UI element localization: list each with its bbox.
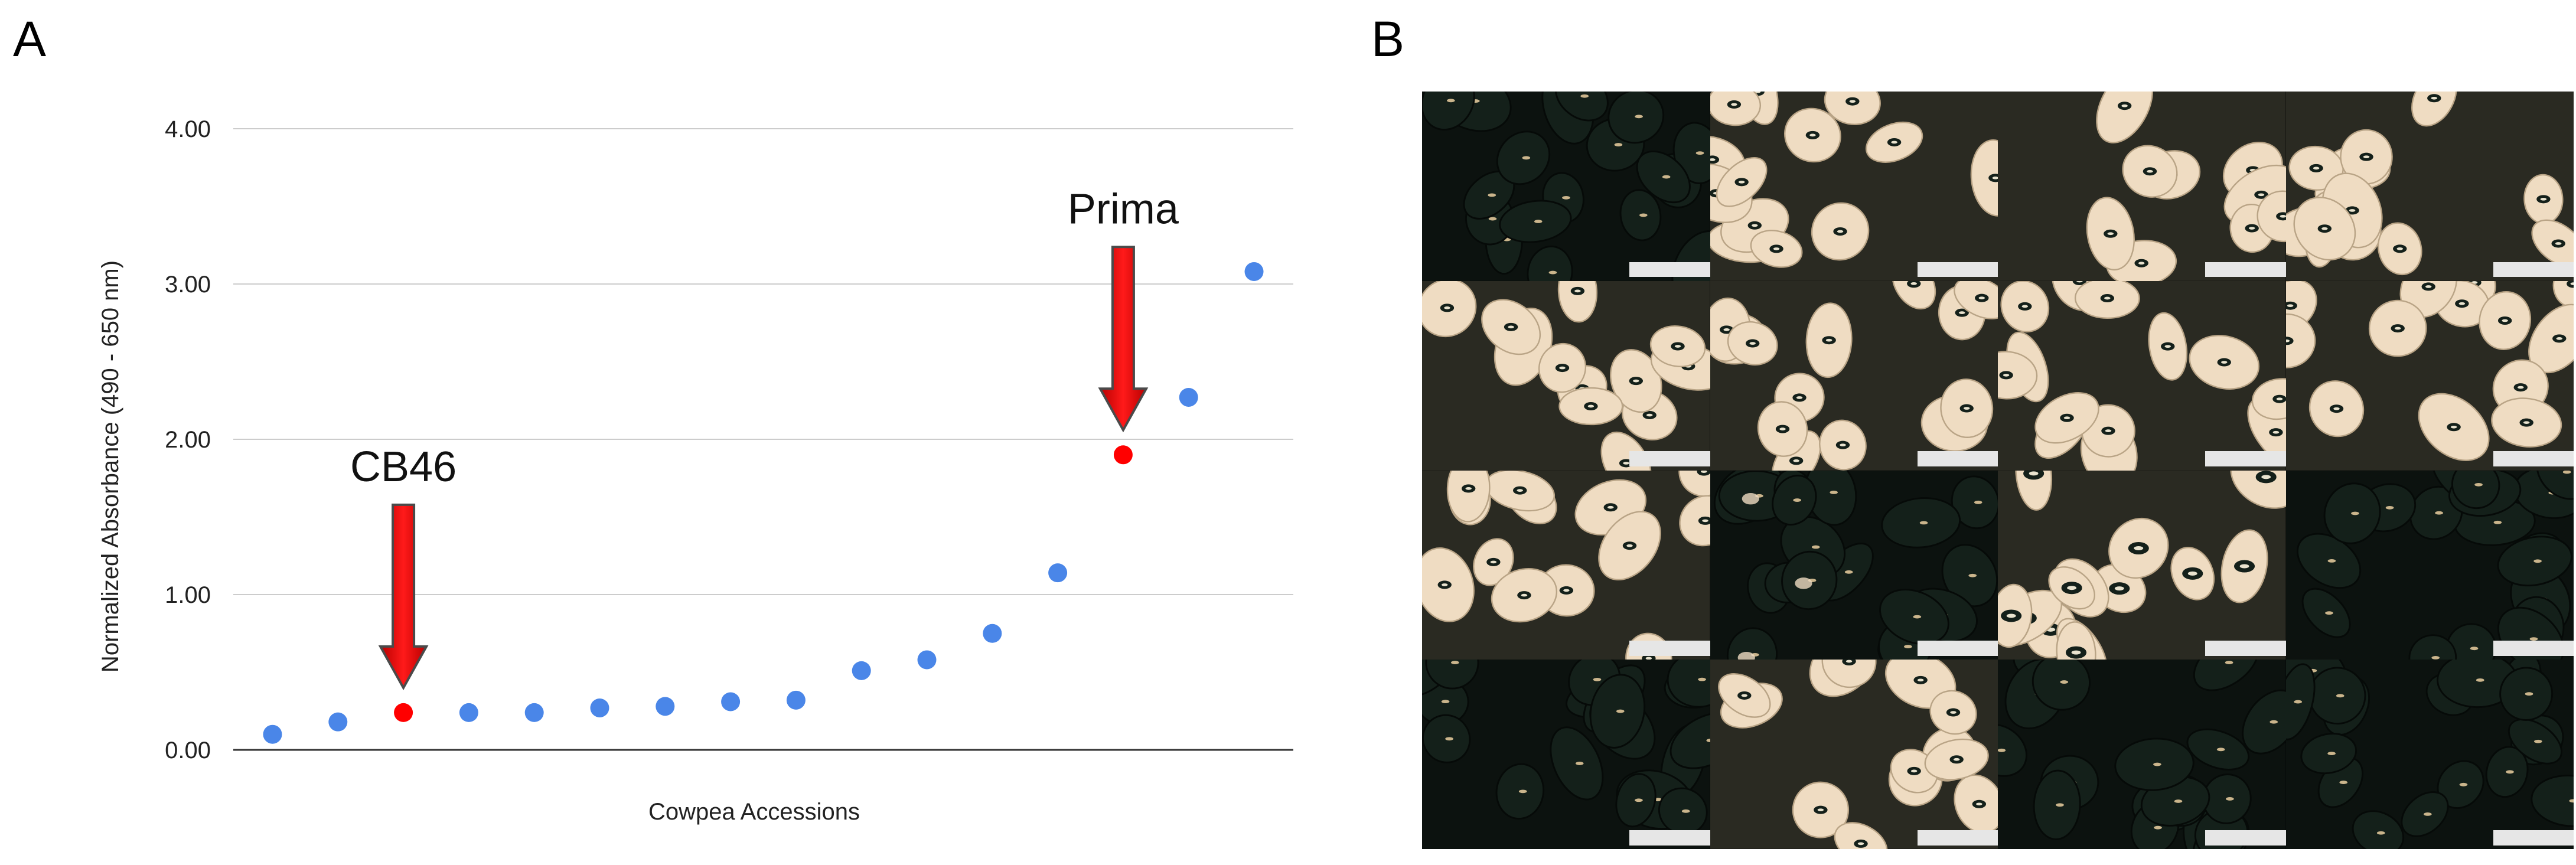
data-point bbox=[852, 661, 871, 680]
scale-bar bbox=[2493, 262, 2574, 278]
annotation-arrow bbox=[1098, 246, 1149, 433]
data-point bbox=[786, 690, 806, 710]
scale-bar bbox=[1917, 641, 1998, 656]
y-tick-label: 0.00 bbox=[165, 737, 211, 763]
panel-label-b: B bbox=[1371, 11, 1405, 67]
data-point bbox=[1179, 387, 1198, 407]
data-points bbox=[263, 262, 1264, 744]
data-point bbox=[394, 703, 413, 722]
seed-photo-tile bbox=[1422, 280, 1710, 471]
seed-photo-tile bbox=[1422, 470, 1710, 660]
seed-photo-tile bbox=[2285, 470, 2574, 660]
scale-bar bbox=[1917, 451, 1998, 467]
seed-photo-tile bbox=[1998, 660, 2286, 849]
seed-photo-tile bbox=[1998, 470, 2286, 660]
data-point bbox=[1244, 262, 1264, 281]
scale-bar bbox=[1917, 262, 1998, 278]
seed-photo-tile bbox=[2285, 660, 2574, 849]
data-point bbox=[524, 703, 544, 722]
data-point bbox=[656, 697, 675, 716]
data-point bbox=[983, 624, 1002, 643]
data-point bbox=[590, 698, 609, 717]
scale-bar bbox=[2493, 451, 2574, 467]
scale-bar bbox=[2205, 451, 2286, 467]
y-axis-title: Normalized Absorbance (490 - 650 nm) bbox=[97, 260, 123, 673]
y-tick-label: 3.00 bbox=[165, 272, 211, 298]
scale-bar bbox=[2493, 830, 2574, 846]
seed-photo-tile bbox=[1710, 660, 1998, 849]
y-tick-labels: 0.00 1.00 2.00 3.00 4.00 bbox=[165, 116, 211, 763]
seed-photo-tile bbox=[1998, 92, 2286, 281]
seed-photo-tile bbox=[1422, 660, 1710, 849]
scale-bar bbox=[1629, 830, 1710, 846]
data-point bbox=[459, 703, 478, 722]
seed-photo-grid bbox=[1422, 92, 2574, 849]
scale-bar bbox=[1629, 262, 1710, 278]
seed-photo-tile bbox=[1710, 280, 1998, 471]
seed-photo-tile bbox=[1998, 280, 2286, 471]
seed-photo-tile bbox=[2285, 92, 2574, 281]
scale-bar bbox=[1917, 830, 1998, 846]
scale-bar bbox=[2205, 262, 2286, 278]
seed-photo-tile bbox=[1422, 92, 1710, 281]
data-point bbox=[263, 724, 282, 744]
data-point bbox=[1048, 563, 1068, 583]
y-tick-label: 1.00 bbox=[165, 582, 211, 608]
annotation-label: CB46 bbox=[350, 443, 456, 491]
scale-bar bbox=[2493, 641, 2574, 656]
seed-photo-tile bbox=[1710, 470, 1998, 660]
data-point bbox=[1113, 445, 1133, 465]
x-axis-title: Cowpea Accessions bbox=[648, 799, 860, 825]
seed-photo-tile bbox=[1710, 92, 1998, 281]
data-point bbox=[917, 650, 937, 670]
y-tick-label: 4.00 bbox=[165, 116, 211, 142]
data-point bbox=[721, 692, 741, 711]
annotation-arrow bbox=[378, 503, 429, 690]
scale-bar bbox=[2205, 641, 2286, 656]
scale-bar bbox=[1629, 641, 1710, 656]
data-point bbox=[328, 712, 348, 732]
annotation-label: Prima bbox=[1068, 185, 1179, 233]
annotation-arrows: CB46 Prima bbox=[350, 185, 1179, 690]
y-tick-label: 2.00 bbox=[165, 427, 211, 453]
scatter-chart: 0.00 1.00 2.00 3.00 4.00 CB46 Prima Normalize… bbox=[97, 116, 1293, 825]
seed-photo-tile bbox=[2285, 280, 2574, 471]
scale-bar bbox=[1629, 451, 1710, 467]
scale-bar bbox=[2205, 830, 2286, 846]
panel-label-a: A bbox=[13, 11, 47, 67]
